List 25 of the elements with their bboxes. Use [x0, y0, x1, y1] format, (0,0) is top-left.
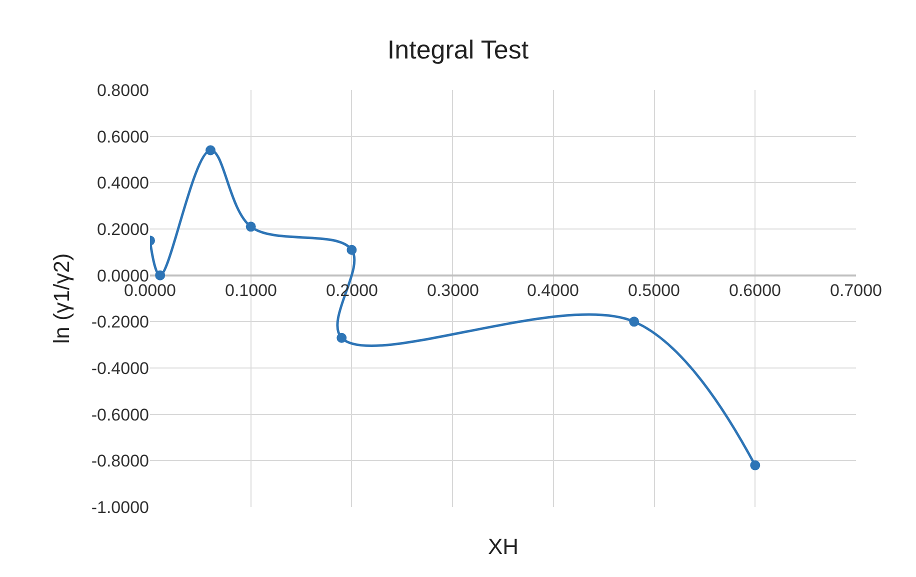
y-tick-label: 0.6000 — [97, 127, 149, 146]
chart-title: Integral Test — [387, 34, 530, 65]
x-tick-label: 0.7000 — [830, 281, 882, 300]
point — [629, 316, 640, 327]
y-tick-label: 0.4000 — [97, 174, 149, 193]
y-tick-label: -1.0000 — [91, 498, 149, 517]
y-tick-label: 0.8000 — [97, 80, 149, 100]
y-tick-label: 0.2000 — [97, 220, 149, 239]
point — [206, 145, 216, 156]
y-axis-title: ln (γ1/γ2) — [49, 253, 74, 344]
x-tick-label: 0.1000 — [225, 281, 277, 300]
point — [155, 270, 166, 280]
y-tick-label: -0.2000 — [91, 312, 149, 332]
x-axis-title: XH — [488, 534, 519, 559]
x-tick-label: 0.6000 — [729, 281, 781, 300]
y-tick-label: -0.8000 — [91, 452, 149, 471]
point — [246, 222, 256, 232]
point — [336, 332, 347, 343]
point — [346, 244, 357, 255]
x-tick-label: 0.4000 — [527, 281, 579, 300]
x-tick-label: 0.3000 — [427, 281, 479, 300]
y-tick-label: -0.4000 — [91, 358, 149, 378]
x-tick-label: 0.5000 — [628, 281, 680, 300]
y-tick-label: -0.6000 — [91, 405, 149, 424]
point — [750, 460, 760, 470]
